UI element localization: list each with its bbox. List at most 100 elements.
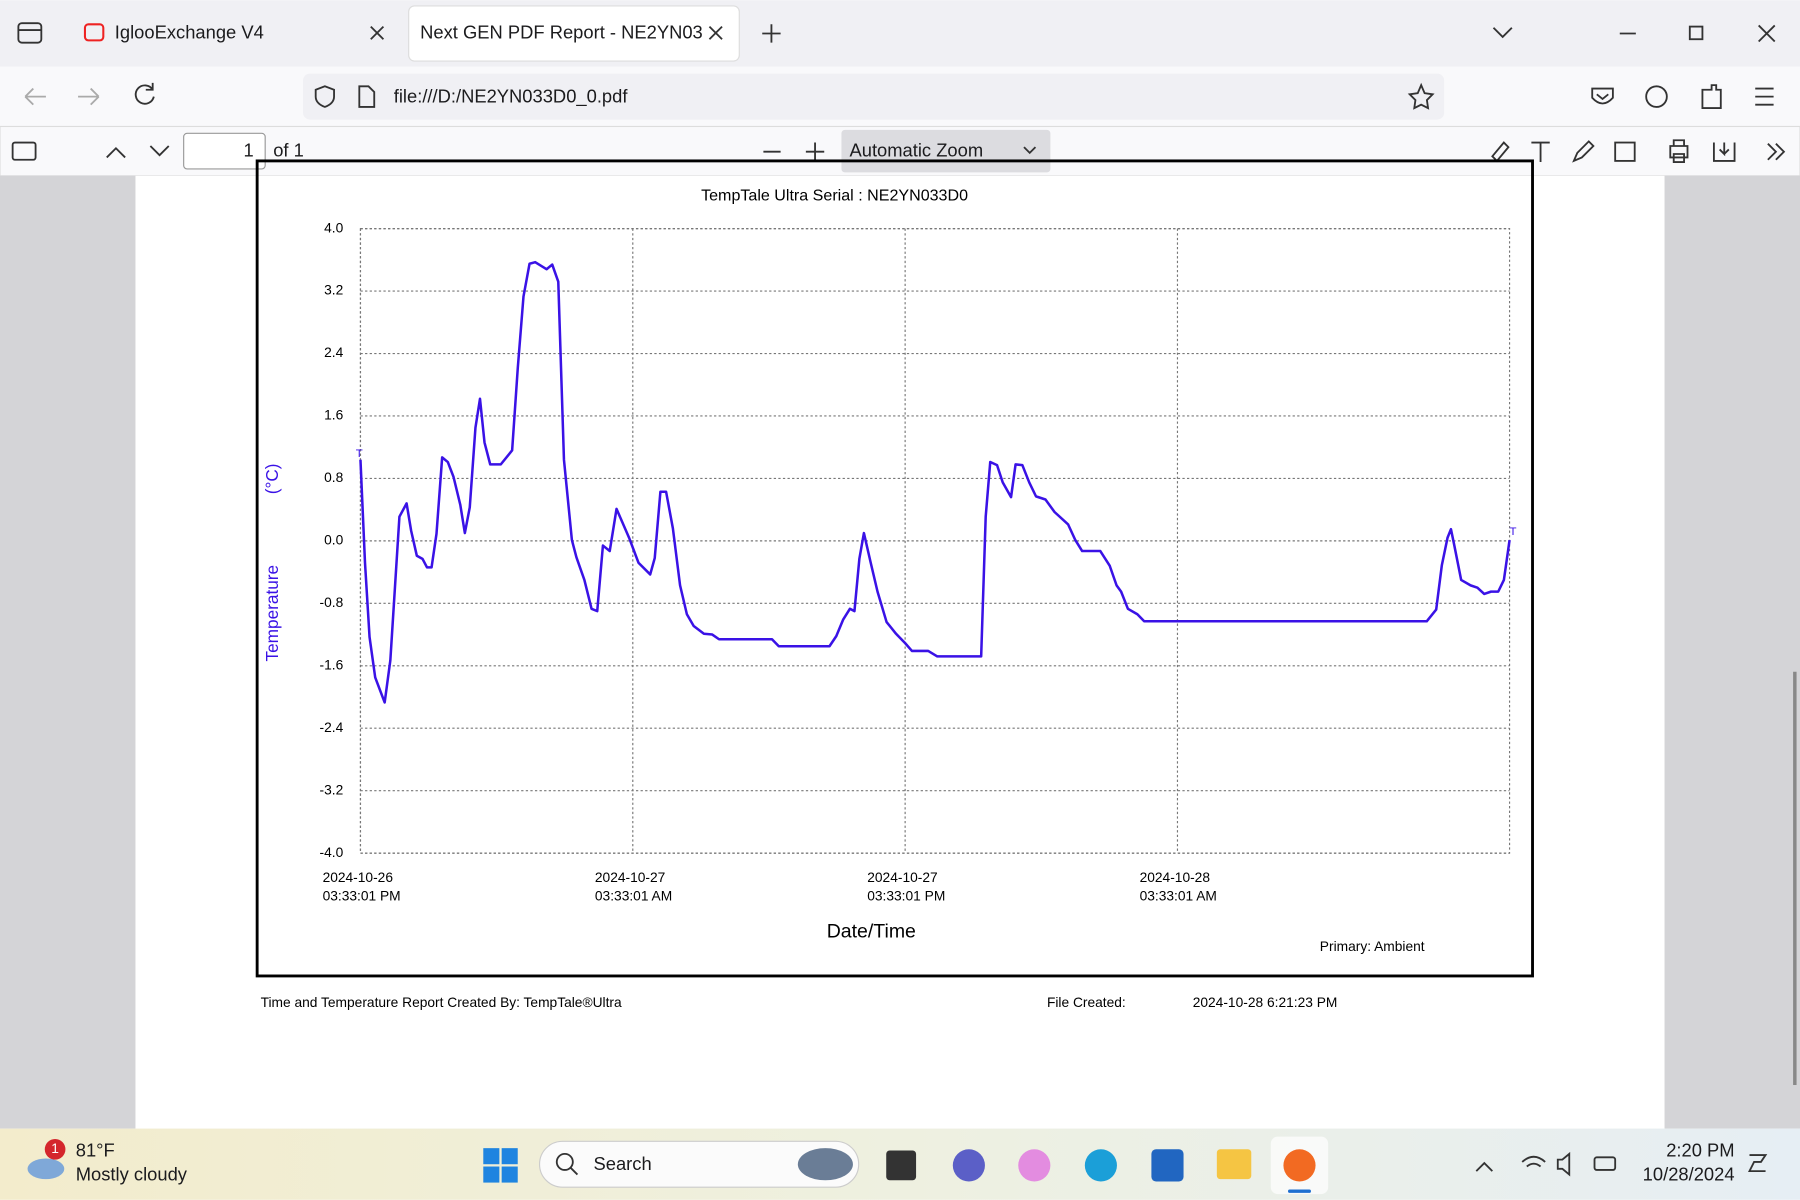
search-label: Search (593, 1153, 651, 1174)
weather-widget[interactable]: 1 81°F Mostly cloudy (27, 1138, 188, 1185)
copilot-app[interactable] (1018, 1149, 1051, 1182)
tab-active[interactable]: Next GEN PDF Report - NE2YN033D (408, 5, 740, 62)
zoom-label: Automatic Zoom (849, 140, 983, 161)
search-icon (555, 1152, 574, 1171)
y-tick-label: 0.0 (324, 533, 343, 548)
y-tick-label: -1.6 (320, 657, 344, 672)
x-tick-label: 03:33:01 AM (595, 888, 672, 903)
start-button[interactable] (483, 1148, 518, 1183)
reload[interactable] (134, 82, 155, 105)
y-tick-label: 1.6 (324, 408, 343, 423)
more-tools[interactable] (1767, 143, 1786, 161)
y-tick-label: -0.8 (320, 595, 344, 610)
tab-close[interactable] (708, 25, 723, 40)
y-tick-label: 2.4 (324, 345, 343, 360)
tab-title: IglooExchange V4 (115, 21, 264, 42)
tray-overflow[interactable] (1475, 1161, 1493, 1172)
bookmark[interactable] (1407, 82, 1435, 110)
page-count: of 1 (273, 140, 304, 161)
y-tick-label: 3.2 (324, 283, 343, 298)
account[interactable] (1645, 85, 1668, 108)
y-tick-label: -3.2 (320, 782, 344, 797)
volume[interactable] (1556, 1151, 1571, 1177)
search-icon-handle (569, 1167, 579, 1176)
shield-icon[interactable] (314, 85, 335, 108)
url-bar[interactable] (303, 73, 1445, 120)
active-indicator (1288, 1189, 1311, 1193)
save[interactable] (1712, 142, 1736, 162)
tab[interactable]: IglooExchange V4 (83, 21, 385, 42)
chart-title: TempTale Ultra Serial : NE2YN033D0 (701, 187, 968, 205)
chart-frame (255, 159, 1534, 978)
tab-list-button[interactable] (17, 22, 43, 44)
page-input[interactable] (183, 132, 266, 170)
new-tab[interactable] (762, 24, 781, 43)
file-created: 2024-10-28 6:21:23 PM (1193, 995, 1338, 1010)
zoom-in[interactable] (805, 142, 825, 161)
file-icon (358, 85, 376, 108)
forward[interactable] (78, 87, 100, 106)
trip-marker: T (356, 448, 363, 460)
tab-overflow[interactable] (1492, 27, 1513, 39)
search-highlight (797, 1148, 853, 1181)
file-created-label: File Created: (1047, 995, 1126, 1010)
y-tick-label: -4.0 (320, 845, 344, 860)
scrollbar[interactable] (1793, 671, 1797, 1086)
clock-time[interactable]: 2:20 PM (1666, 1139, 1734, 1160)
page-number: 1 (243, 140, 253, 161)
extensions[interactable] (1701, 84, 1722, 110)
report-created-by: Time and Temperature Report Created By: … (261, 995, 622, 1010)
next-page[interactable] (149, 145, 170, 157)
x-tick-label: 03:33:01 PM (867, 888, 945, 903)
chart: TempTale Ultra Serial : NE2YN033D0 Tempe… (262, 187, 1517, 954)
y-tick-label: 4.0 (324, 220, 343, 235)
pdf-page (135, 175, 1665, 1129)
x-tick-label: 2024-10-28 (1140, 870, 1211, 885)
y-axis-unit: (°C) (262, 464, 282, 495)
tab-close[interactable] (370, 25, 385, 40)
x-tick-label: 2024-10-26 (323, 870, 394, 885)
notifications[interactable] (1748, 1154, 1768, 1173)
x-tick-label: 2024-10-27 (867, 870, 937, 885)
search-box[interactable] (538, 1140, 860, 1188)
zoom-arrow (1023, 146, 1037, 155)
restore[interactable] (1688, 25, 1704, 41)
url[interactable]: file:///D:/NE2YN033D0_0.pdf (394, 86, 629, 108)
temperature-line (359, 260, 1511, 704)
x-tick-label: 03:33:01 AM (1140, 888, 1217, 903)
weather-badge: 1 (51, 1141, 59, 1156)
x-axis-label: Date/Time (827, 920, 916, 942)
weather-condition: Mostly cloudy (76, 1164, 188, 1185)
previous-page[interactable] (106, 146, 126, 159)
task-view[interactable] (886, 1150, 917, 1181)
temperature: 81°F (76, 1139, 115, 1160)
x-tick-label: 03:33:01 PM (323, 888, 401, 903)
explorer-app[interactable] (1216, 1149, 1252, 1180)
back[interactable] (24, 87, 46, 106)
firefox-app[interactable] (1283, 1149, 1316, 1182)
edge-app[interactable] (1084, 1149, 1117, 1182)
image-tool[interactable] (1614, 141, 1636, 162)
y-axis-label: Temperature (262, 565, 282, 662)
close-window[interactable] (1758, 24, 1776, 43)
teams-app[interactable] (952, 1149, 985, 1182)
pocket[interactable] (1591, 87, 1614, 105)
tab-title: Next GEN PDF Report - NE2YN033D (420, 21, 726, 42)
sidebar-toggle[interactable] (11, 141, 37, 161)
draw-tool[interactable] (1572, 140, 1595, 163)
y-tick-label: 0.8 (324, 470, 343, 485)
text-tool[interactable] (1531, 141, 1550, 163)
clock-date[interactable]: 10/28/2024 (1643, 1164, 1735, 1185)
print[interactable] (1669, 139, 1689, 163)
trip-marker: T (1510, 526, 1517, 538)
menu[interactable] (1755, 87, 1774, 106)
store-app[interactable] (1151, 1149, 1184, 1182)
tab-strip (0, 0, 1800, 67)
wifi[interactable] (1521, 1155, 1546, 1168)
y-tick-label: -2.4 (320, 720, 344, 735)
annotation: Primary: Ambient (1320, 939, 1425, 954)
battery[interactable] (1593, 1156, 1617, 1171)
x-tick-label: 2024-10-27 (595, 870, 665, 885)
